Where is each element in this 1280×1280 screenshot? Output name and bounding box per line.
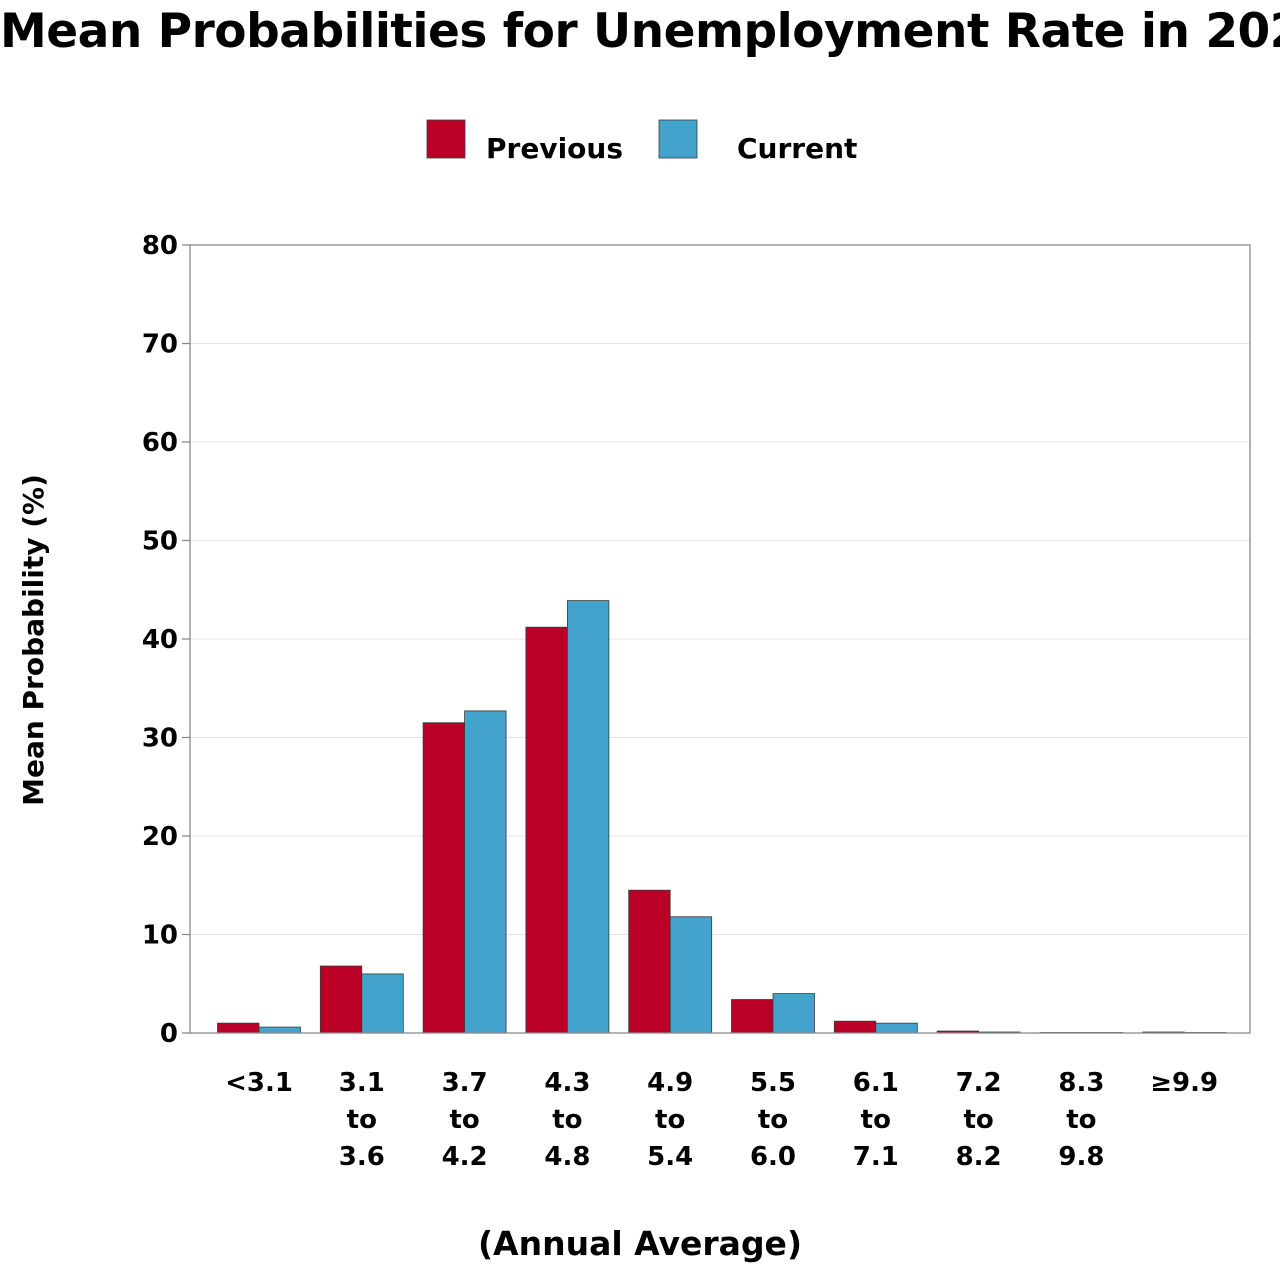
y-axis-ticks: 0 10 20 30 40 50 60 70 80 [142,231,190,1049]
bar-previous-2 [422,722,466,1034]
bar-current-5 [772,993,815,1034]
x-category-label: 6.0 [750,1142,796,1172]
y-tick-label: 60 [142,428,178,458]
x-category-label: 3.7 [442,1068,488,1098]
x-category-label: to [449,1105,479,1135]
x-category-label: to [758,1105,788,1135]
x-category-label: to [861,1105,891,1135]
chart-title: Mean Probabilities for Unemployment Rate… [0,4,1280,59]
bar-current-1 [361,973,404,1034]
bar-current-2 [464,710,507,1034]
bars [217,600,1227,1034]
x-category-label: 3.6 [339,1142,385,1172]
y-tick-label: 20 [142,822,178,852]
bar-current-4 [669,916,713,1034]
x-category-label: 5.5 [750,1068,796,1098]
bar-current-6 [875,1022,918,1034]
legend-swatch-previous [426,119,466,159]
x-category-label: 4.9 [647,1068,693,1098]
y-tick-label: 50 [142,527,178,557]
bar-current-3 [567,600,610,1034]
x-category-label: 4.8 [544,1142,590,1172]
y-tick-label: 10 [142,921,178,951]
legend-swatch-current [658,119,698,159]
x-category-label: to [655,1105,685,1135]
legend: Previous Current [426,119,857,165]
x-category-label: 7.1 [853,1142,899,1172]
x-category-label: 9.8 [1058,1142,1104,1172]
bar-previous-0 [217,1022,260,1034]
bar-previous-3 [525,626,568,1034]
x-category-label: to [347,1105,377,1135]
y-axis-title: Mean Probability (%) [17,474,50,806]
bar-previous-1 [319,965,363,1034]
x-category-label: 7.2 [956,1068,1002,1098]
bar-current-0 [258,1026,301,1034]
y-tick-label: 80 [142,231,178,261]
grid-lines [190,343,1250,935]
x-category-label: ≥9.9 [1150,1068,1218,1098]
x-axis-title: (Annual Average) [478,1224,802,1263]
x-category-label: 4.2 [442,1142,488,1172]
x-category-label: 6.1 [853,1068,899,1098]
bar-previous-4 [628,889,671,1034]
bar-previous-6 [833,1020,877,1034]
x-axis-categories: <3.1 3.1 to 3.6 3.7 to 4.2 4.3 to 4.8 4.9 to 5.4 5.5 t… [225,1068,1218,1172]
x-category-label: 4.3 [544,1068,590,1098]
x-category-label: <3.1 [225,1068,293,1098]
x-category-label: to [552,1105,582,1135]
y-tick-label: 40 [142,625,178,655]
y-tick-label: 0 [160,1019,178,1049]
x-category-label: to [963,1105,993,1135]
x-category-label: 8.2 [956,1142,1002,1172]
x-category-label: 8.3 [1058,1068,1104,1098]
y-tick-label: 70 [142,330,178,360]
legend-label-current: Current [737,132,857,165]
x-category-label: 5.4 [647,1142,693,1172]
bar-previous-5 [731,999,774,1034]
legend-label-previous: Previous [486,132,623,165]
x-category-label: to [1066,1105,1096,1135]
y-tick-label: 30 [142,724,178,754]
x-category-label: 3.1 [339,1068,385,1098]
